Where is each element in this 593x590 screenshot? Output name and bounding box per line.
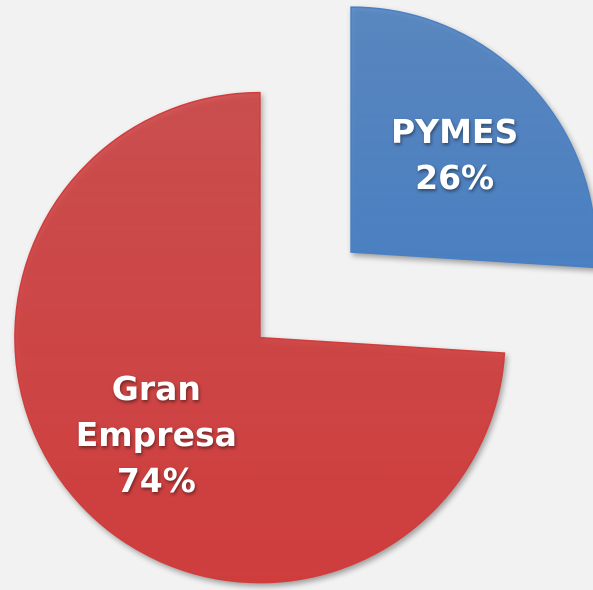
slice-percent: 74% xyxy=(116,460,196,500)
slice-label: Gran Empresa 74% xyxy=(71,366,241,504)
slice-name: Gran Empresa xyxy=(75,368,237,454)
slice-name: PYMES xyxy=(390,111,519,151)
pie-slice xyxy=(14,91,506,584)
pie-slice xyxy=(350,6,593,269)
slice-percent: 26% xyxy=(415,157,495,197)
slice-label: PYMES 26% xyxy=(370,109,540,201)
